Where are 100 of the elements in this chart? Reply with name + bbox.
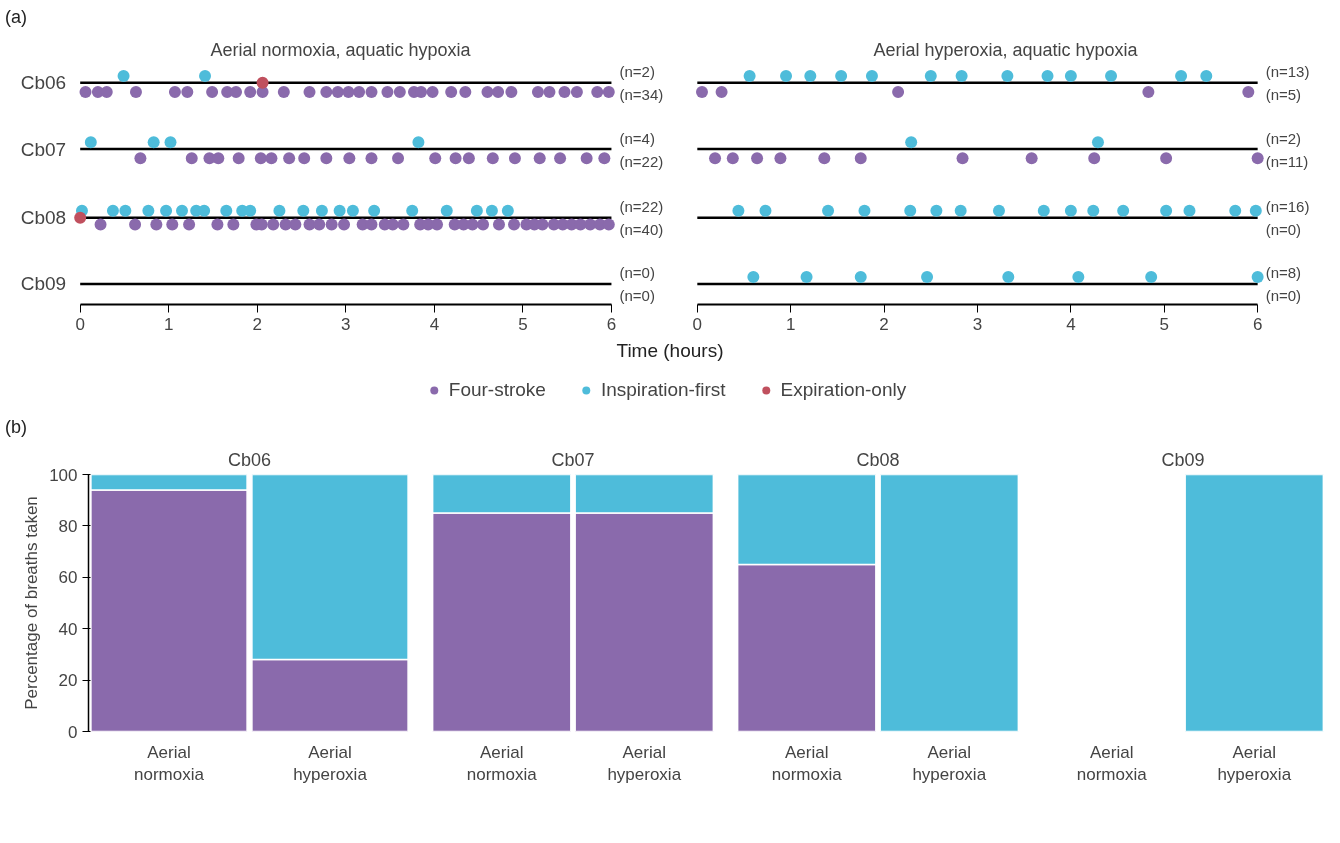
point <box>854 271 867 284</box>
y-tick-label: 60 <box>58 568 78 588</box>
x-tick-label: Aerial normoxia <box>1076 742 1148 785</box>
ref-line-label: Cb08 <box>20 207 67 229</box>
point <box>315 204 328 217</box>
text: (b) <box>5 416 27 439</box>
point <box>1117 204 1130 217</box>
point <box>485 204 498 217</box>
point <box>142 204 155 217</box>
point <box>346 204 359 217</box>
text: (n=22) <box>619 152 664 170</box>
legend-label: Expiration-only <box>780 379 907 401</box>
point <box>743 69 756 82</box>
point <box>117 69 130 82</box>
text: (n=8) <box>1265 264 1302 282</box>
point <box>726 152 739 165</box>
x-tick-label: Aerial normoxia <box>134 742 205 785</box>
chart-title: Cb07 <box>551 449 595 470</box>
point <box>800 271 813 284</box>
point <box>854 152 867 165</box>
point <box>1064 69 1077 82</box>
point <box>835 69 848 82</box>
point <box>1088 152 1101 165</box>
point <box>804 69 817 82</box>
point <box>256 76 269 89</box>
x-tick-label: 6 <box>1252 314 1263 334</box>
point <box>333 204 346 217</box>
point <box>921 271 934 284</box>
point <box>297 204 310 217</box>
x-tick-label: 5 <box>1159 314 1170 334</box>
point <box>1160 152 1173 165</box>
chart-title: Aerial normoxia, aquatic hypoxia <box>210 39 472 60</box>
point <box>440 204 453 217</box>
x-tick-label: Aerial hyperoxia <box>293 742 368 785</box>
text: (n=22) <box>619 198 664 216</box>
point <box>501 204 514 217</box>
text: (n=11) <box>1265 152 1309 170</box>
text: (n=16) <box>1265 198 1310 216</box>
point <box>1072 271 1085 284</box>
legend-label: Inspiration-first <box>600 379 726 401</box>
point <box>1242 85 1255 98</box>
x-tick-label: Aerial hyperoxia <box>912 742 987 785</box>
point <box>956 152 969 165</box>
x-tick-label: Aerial hyperoxia <box>607 742 682 785</box>
ref-line-label: Cb06 <box>20 72 67 94</box>
point <box>695 85 708 98</box>
chart-title: Cb06 <box>227 449 272 470</box>
x-tick-label: 1 <box>164 314 174 334</box>
point <box>1002 271 1015 284</box>
point <box>822 204 835 217</box>
point <box>106 204 119 217</box>
x-tick-label: 2 <box>879 314 889 334</box>
point <box>1183 204 1196 217</box>
text: (n=13) <box>1265 63 1310 81</box>
point <box>470 204 483 217</box>
x-tick-label: 4 <box>1066 314 1076 334</box>
point <box>1145 271 1158 284</box>
point <box>160 204 173 217</box>
point <box>147 136 160 149</box>
point <box>406 204 419 217</box>
x-tick-label: Aerial hyperoxia <box>1217 742 1292 785</box>
point <box>904 204 917 217</box>
x-tick-label: 3 <box>341 314 351 334</box>
text: (n=2) <box>1265 129 1302 147</box>
chart-title: Cb09 <box>1161 449 1205 470</box>
point <box>164 136 177 149</box>
point <box>1200 69 1213 82</box>
ref-line-label: Cb09 <box>20 273 67 295</box>
point <box>220 204 233 217</box>
text: (n=0) <box>619 264 655 282</box>
point <box>74 211 87 224</box>
point <box>818 152 831 165</box>
y-tick-label: 100 <box>49 465 78 485</box>
point <box>1091 136 1104 149</box>
y-tick-label: 80 <box>58 516 78 536</box>
point <box>930 204 943 217</box>
point <box>1105 69 1118 82</box>
x-tick-label: 1 <box>785 314 796 334</box>
point <box>1001 69 1014 82</box>
point <box>747 271 760 284</box>
point <box>759 204 772 217</box>
point <box>751 152 764 165</box>
point <box>774 152 787 165</box>
point <box>84 136 97 149</box>
text: (n=4) <box>619 129 655 147</box>
point <box>1037 204 1050 217</box>
point <box>780 69 793 82</box>
point <box>715 85 728 98</box>
x-tick-label: 6 <box>606 314 617 334</box>
point <box>1064 204 1077 217</box>
chart-title: Cb08 <box>856 449 900 470</box>
point <box>924 69 937 82</box>
point <box>892 85 905 98</box>
point <box>1160 204 1173 217</box>
point <box>992 204 1005 217</box>
text: (n=0) <box>1265 287 1302 305</box>
x-tick-label: Aerial normoxia <box>771 742 843 785</box>
point <box>732 204 745 217</box>
y-tick-label: 20 <box>58 671 78 691</box>
point <box>905 136 918 149</box>
